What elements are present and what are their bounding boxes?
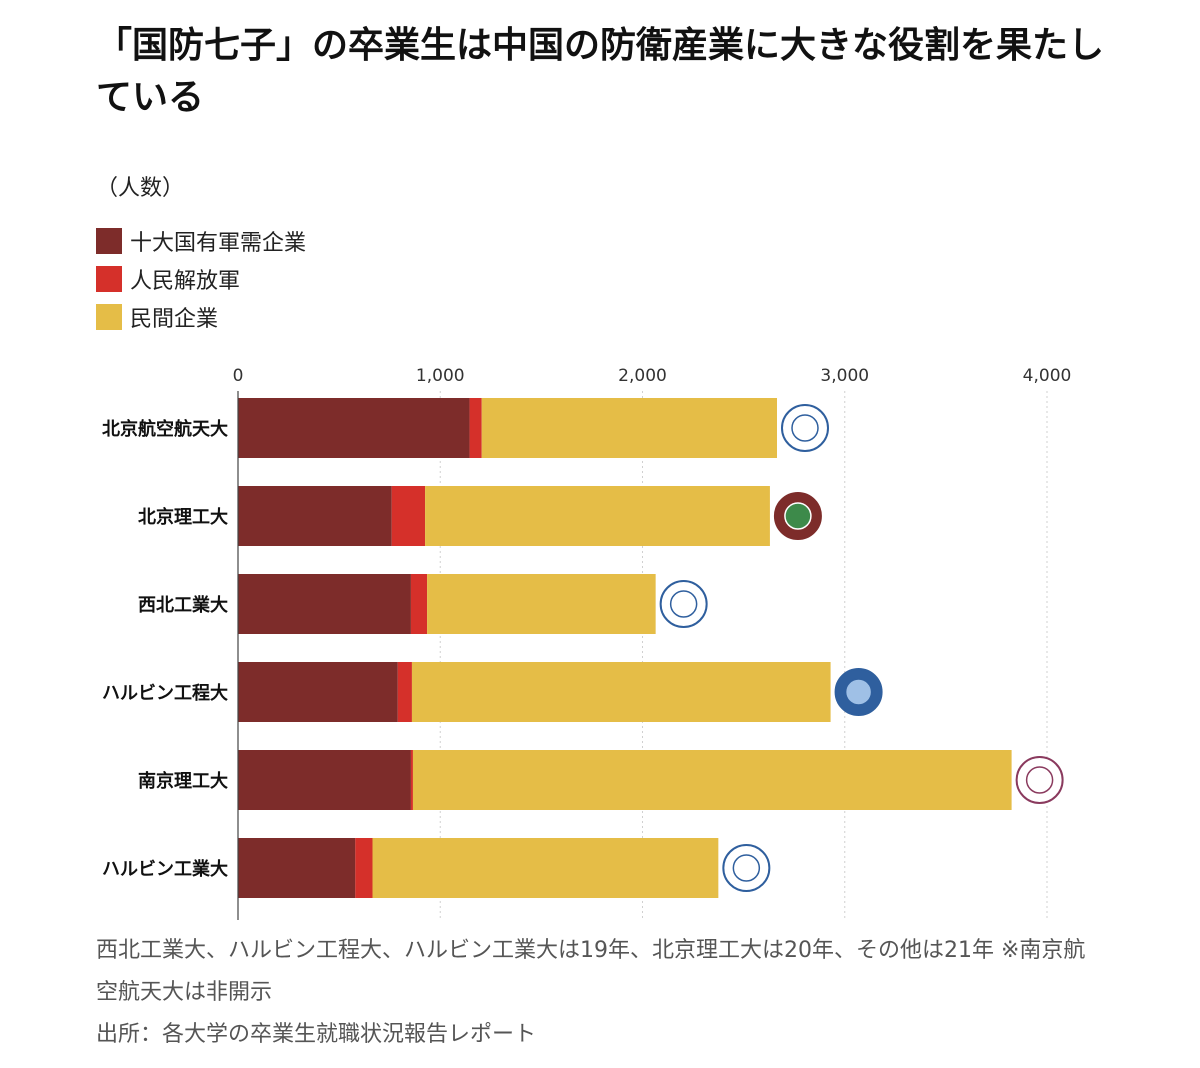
footnote-note: 西北工業大、ハルビン工程大、ハルビン工業大は19年、北京理工大は20年、その他は… — [96, 938, 1086, 1005]
legend-swatch-state-enterprises — [96, 228, 122, 254]
bar-0-series-0 — [238, 398, 470, 458]
bar-3-series-2 — [411, 662, 831, 722]
legend-item-pla: 人民解放軍 — [96, 260, 306, 298]
bar-0-series-1 — [469, 398, 482, 458]
legend-label-private: 民間企業 — [130, 307, 219, 332]
category-label-1: 北京理工大 — [138, 506, 228, 528]
legend-swatch-private — [96, 304, 122, 330]
category-label-3: ハルビン工程大 — [102, 682, 228, 704]
university-emblem-icon-3 — [834, 668, 883, 716]
chart-title: 「国防七子」の卒業生は中国の防衛産業に大きな役割を果たしている — [96, 25, 1105, 118]
bar-4-series-0 — [238, 750, 411, 810]
bar-0-series-2 — [481, 398, 777, 458]
footnote-source: 出所：各大学の卒業生就職状況報告レポート — [96, 1022, 537, 1047]
legend-item-private: 民間企業 — [96, 298, 306, 336]
bar-1-series-0 — [238, 486, 392, 546]
category-label-5: ハルビン工業大 — [102, 858, 228, 880]
bar-1-series-2 — [425, 486, 770, 546]
footnote: 西北工業大、ハルビン工程大、ハルビン工業大は19年、北京理工大は20年、その他は… — [96, 930, 1096, 1056]
university-emblem-icon-4 — [1015, 756, 1064, 804]
x-tick-label-0: 0 — [233, 366, 244, 386]
category-label-2: 西北工業大 — [138, 594, 228, 616]
bar-5-series-0 — [238, 838, 356, 898]
bar-3-series-0 — [238, 662, 398, 722]
legend-label-pla: 人民解放軍 — [130, 269, 241, 294]
bar-2-series-2 — [427, 574, 656, 634]
category-label-4: 南京理工大 — [138, 770, 228, 792]
unit-label: （人数） — [96, 176, 185, 201]
stacked-bar-chart: 0 1,000 2,000 3,000 4,000 北京航空航天大北京理工大西北工業大ハル… — [102, 366, 1072, 920]
university-emblem-icon-5 — [722, 844, 771, 892]
bar-2-series-1 — [410, 574, 428, 634]
x-tick-label-1000: 1,000 — [416, 366, 465, 386]
x-tick-label-2000: 2,000 — [618, 366, 667, 386]
bar-5-series-2 — [372, 838, 719, 898]
legend-label-state-enterprises: 十大国有軍需企業 — [130, 231, 307, 256]
bar-1-series-1 — [391, 486, 426, 546]
bar-5-series-1 — [355, 838, 373, 898]
legend-swatch-pla — [96, 266, 122, 292]
legend: 十大国有軍需企業 人民解放軍 民間企業 — [96, 222, 306, 336]
bar-4-series-1 — [410, 750, 413, 810]
legend-item-state-enterprises: 十大国有軍需企業 — [96, 222, 306, 260]
bar-4-series-2 — [412, 750, 1012, 810]
university-emblem-icon-0 — [780, 404, 829, 452]
university-emblem-icon-2 — [659, 580, 708, 628]
university-emblem-icon-1 — [773, 492, 822, 540]
bar-3-series-1 — [397, 662, 412, 722]
category-label-0: 北京航空航天大 — [102, 418, 228, 440]
x-tick-label-3000: 3,000 — [820, 366, 869, 386]
x-tick-label-4000: 4,000 — [1023, 366, 1072, 386]
bar-2-series-0 — [238, 574, 411, 634]
